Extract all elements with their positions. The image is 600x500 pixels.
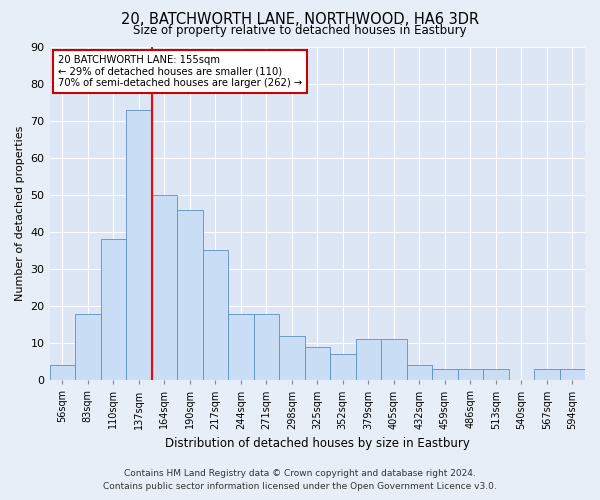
Bar bbox=[203, 250, 228, 380]
X-axis label: Distribution of detached houses by size in Eastbury: Distribution of detached houses by size … bbox=[165, 437, 470, 450]
Bar bbox=[483, 369, 509, 380]
Bar bbox=[534, 369, 560, 380]
Bar bbox=[560, 369, 585, 380]
Bar bbox=[228, 314, 254, 380]
Bar bbox=[177, 210, 203, 380]
Bar bbox=[305, 347, 330, 380]
Text: 20, BATCHWORTH LANE, NORTHWOOD, HA6 3DR: 20, BATCHWORTH LANE, NORTHWOOD, HA6 3DR bbox=[121, 12, 479, 28]
Text: Contains HM Land Registry data © Crown copyright and database right 2024.
Contai: Contains HM Land Registry data © Crown c… bbox=[103, 470, 497, 491]
Bar bbox=[50, 366, 75, 380]
Bar bbox=[101, 240, 126, 380]
Bar bbox=[458, 369, 483, 380]
Bar bbox=[126, 110, 152, 380]
Bar bbox=[75, 314, 101, 380]
Bar bbox=[330, 354, 356, 380]
Bar bbox=[356, 340, 381, 380]
Text: Size of property relative to detached houses in Eastbury: Size of property relative to detached ho… bbox=[133, 24, 467, 37]
Bar bbox=[254, 314, 279, 380]
Bar bbox=[381, 340, 407, 380]
Bar bbox=[279, 336, 305, 380]
Bar bbox=[152, 195, 177, 380]
Bar bbox=[432, 369, 458, 380]
Text: 20 BATCHWORTH LANE: 155sqm
← 29% of detached houses are smaller (110)
70% of sem: 20 BATCHWORTH LANE: 155sqm ← 29% of deta… bbox=[58, 55, 302, 88]
Bar bbox=[407, 366, 432, 380]
Y-axis label: Number of detached properties: Number of detached properties bbox=[15, 126, 25, 301]
